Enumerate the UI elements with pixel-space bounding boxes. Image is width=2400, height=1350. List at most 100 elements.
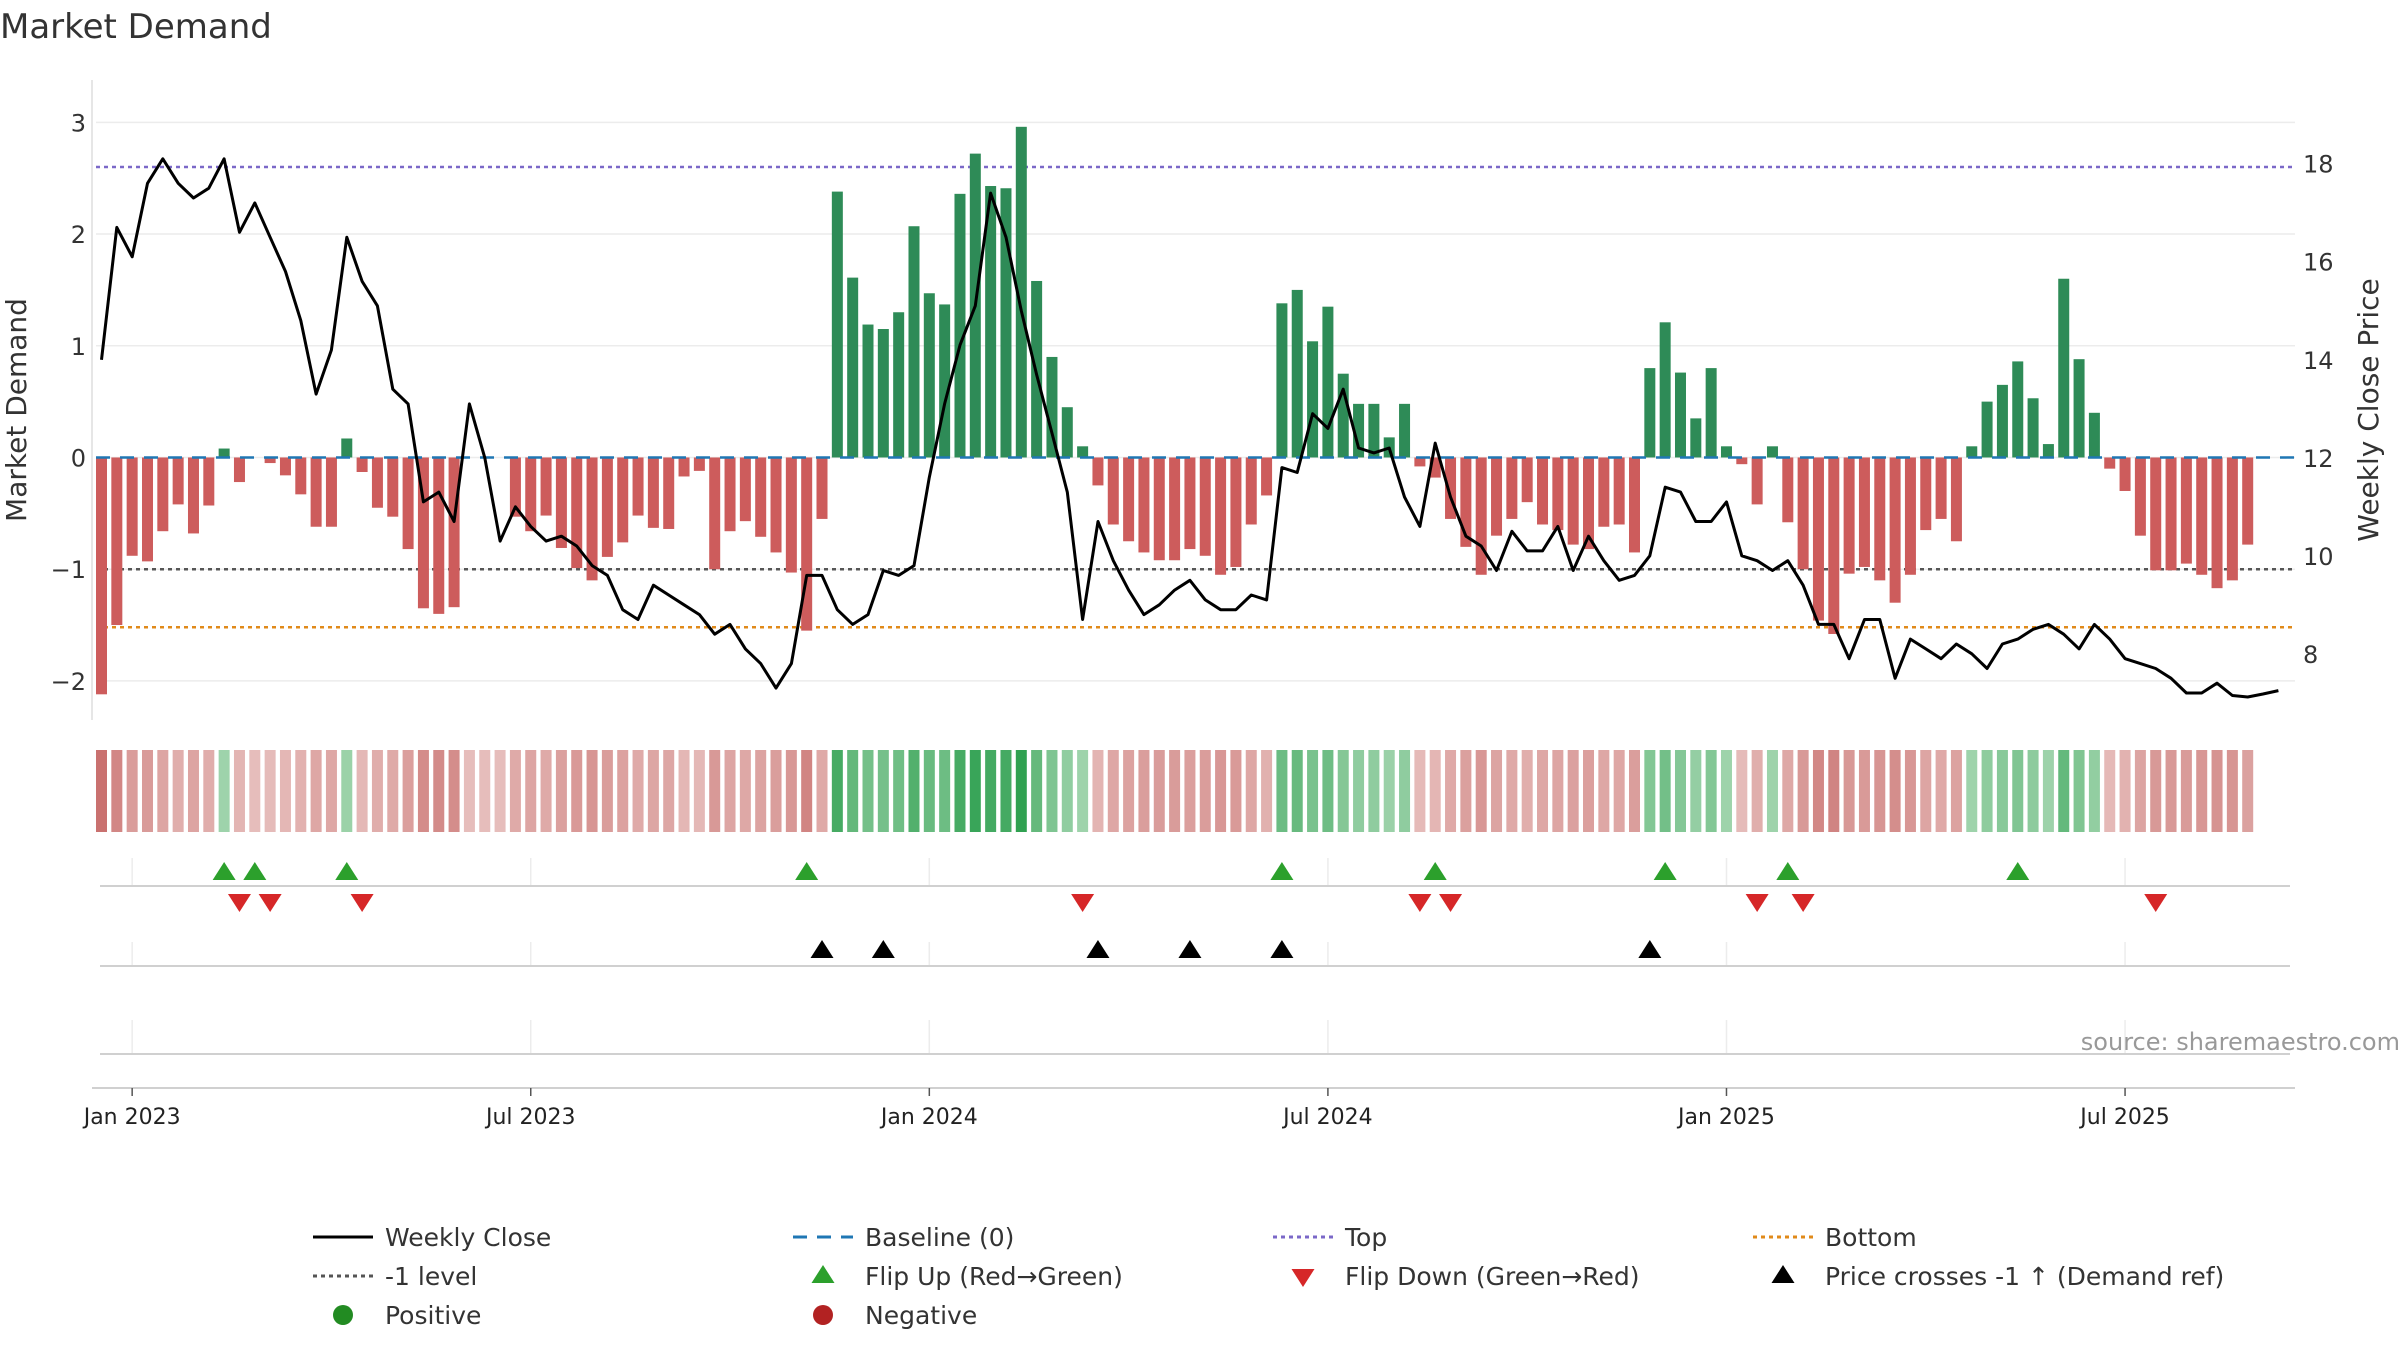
strip-cell	[1567, 750, 1579, 832]
demand-bar	[893, 312, 905, 458]
strip-cell	[1107, 750, 1119, 832]
strip-cell	[2165, 750, 2177, 832]
strip-cell	[141, 750, 153, 832]
x-tick-label: Jan 2024	[879, 1105, 978, 1130]
demand-bar	[1077, 446, 1089, 458]
strip-cell	[1720, 750, 1732, 832]
source-credit: source: sharemaestro.com	[2081, 1028, 2400, 1056]
legend-label: Weekly Close	[385, 1223, 551, 1252]
demand-bar	[157, 457, 169, 532]
flip-up-marker	[212, 862, 236, 880]
demand-bar	[1736, 457, 1748, 465]
strip-cell	[126, 750, 138, 832]
demand-bar	[1138, 457, 1150, 553]
strip-cell	[2150, 750, 2162, 832]
demand-bar	[1690, 418, 1702, 458]
y-tick-label-left: −1	[51, 556, 86, 584]
y-axis-title-left: Market Demand	[0, 298, 33, 522]
y-tick-label-left: 2	[71, 221, 86, 249]
strip-cell	[647, 750, 659, 832]
demand-bar	[356, 457, 368, 472]
strip-cell	[816, 750, 828, 832]
price-cross-marker	[871, 940, 895, 958]
strip-cell	[249, 750, 261, 832]
demand-bar	[1460, 457, 1472, 547]
demand-bar	[1215, 457, 1227, 575]
demand-bar	[908, 226, 920, 458]
strip-cell	[663, 750, 675, 832]
demand-bar	[2027, 398, 2039, 458]
demand-bar	[2180, 457, 2192, 564]
strip-cell	[463, 750, 475, 832]
strip-cell	[1506, 750, 1518, 832]
strip-cell	[1015, 750, 1027, 832]
strip-cell	[494, 750, 506, 832]
strip-cell	[448, 750, 460, 832]
strip-cell	[96, 750, 107, 832]
demand-bar	[341, 438, 353, 458]
strip-cell	[1690, 750, 1702, 832]
strip-cell	[908, 750, 920, 832]
demand-bar	[295, 457, 307, 495]
strip-cell	[1705, 750, 1717, 832]
strip-cell	[2242, 750, 2254, 832]
demand-bar	[310, 457, 322, 527]
strip-cell	[877, 750, 889, 832]
strip-cell	[954, 750, 966, 832]
demand-bar	[126, 457, 138, 556]
demand-bar	[1445, 457, 1457, 519]
demand-bar	[985, 186, 997, 458]
strip-cell	[1766, 750, 1778, 832]
strip-cell	[571, 750, 583, 832]
flip-down-marker	[1071, 894, 1095, 912]
strip-cell	[1674, 750, 1686, 832]
strip-cell	[1828, 750, 1840, 832]
strip-cell	[831, 750, 843, 832]
strip-cell	[1812, 750, 1824, 832]
strip-cell	[479, 750, 491, 832]
strip-cell	[1337, 750, 1349, 832]
x-axis-ticks: Jan 2023 Jul 2023 Jan 2024 Jul 2024 Jan 2025…	[82, 1087, 2295, 1130]
strip-cell	[1000, 750, 1012, 832]
strip-cell	[509, 750, 521, 832]
demand-bar	[1644, 368, 1656, 458]
demand-bar	[678, 457, 690, 477]
demand-bar	[1996, 384, 2008, 458]
y-tick-label-left: 0	[71, 444, 86, 472]
demand-bar	[801, 457, 813, 631]
demand-bar	[1766, 446, 1778, 458]
demand-bar	[1537, 457, 1549, 525]
strip-cell	[264, 750, 276, 832]
demand-bar	[632, 457, 644, 516]
demand-bar	[1199, 457, 1211, 556]
demand-bar	[2165, 457, 2177, 571]
demand-bar	[2104, 457, 2116, 469]
legend-label: Flip Up (Red→Green)	[865, 1262, 1123, 1291]
demand-bar	[1000, 188, 1012, 458]
demand-bar	[1475, 457, 1487, 575]
x-tick-label: Jul 2024	[1281, 1105, 1373, 1130]
demand-bar	[1307, 341, 1319, 458]
strip-cell	[203, 750, 215, 832]
legend-marker-circle	[333, 1305, 353, 1325]
strip-cell	[1046, 750, 1058, 832]
strip-cell	[2027, 750, 2039, 832]
y-tick-label-right: 16	[2303, 249, 2334, 277]
strip-cell	[2134, 750, 2146, 832]
strip-cell	[1981, 750, 1993, 832]
demand-bar	[2150, 457, 2162, 571]
strip-cell	[1215, 750, 1227, 832]
strip-cell	[1874, 750, 1886, 832]
strip-cell	[1751, 750, 1763, 832]
legend: Weekly Close Baseline (0) Top Bottom -1 leve…	[313, 1223, 2224, 1330]
demand-bar	[2088, 412, 2100, 458]
legend-label: Flip Down (Green→Red)	[1345, 1262, 1640, 1291]
demand-bar	[601, 457, 613, 557]
legend-label: Top	[1344, 1223, 1387, 1252]
strip-cell	[1889, 750, 1901, 832]
flip-up-marker	[2006, 862, 2030, 880]
strip-cell	[1475, 750, 1487, 832]
strip-cell	[1399, 750, 1411, 832]
demand-bar	[96, 457, 107, 695]
demand-bar	[2226, 457, 2238, 581]
